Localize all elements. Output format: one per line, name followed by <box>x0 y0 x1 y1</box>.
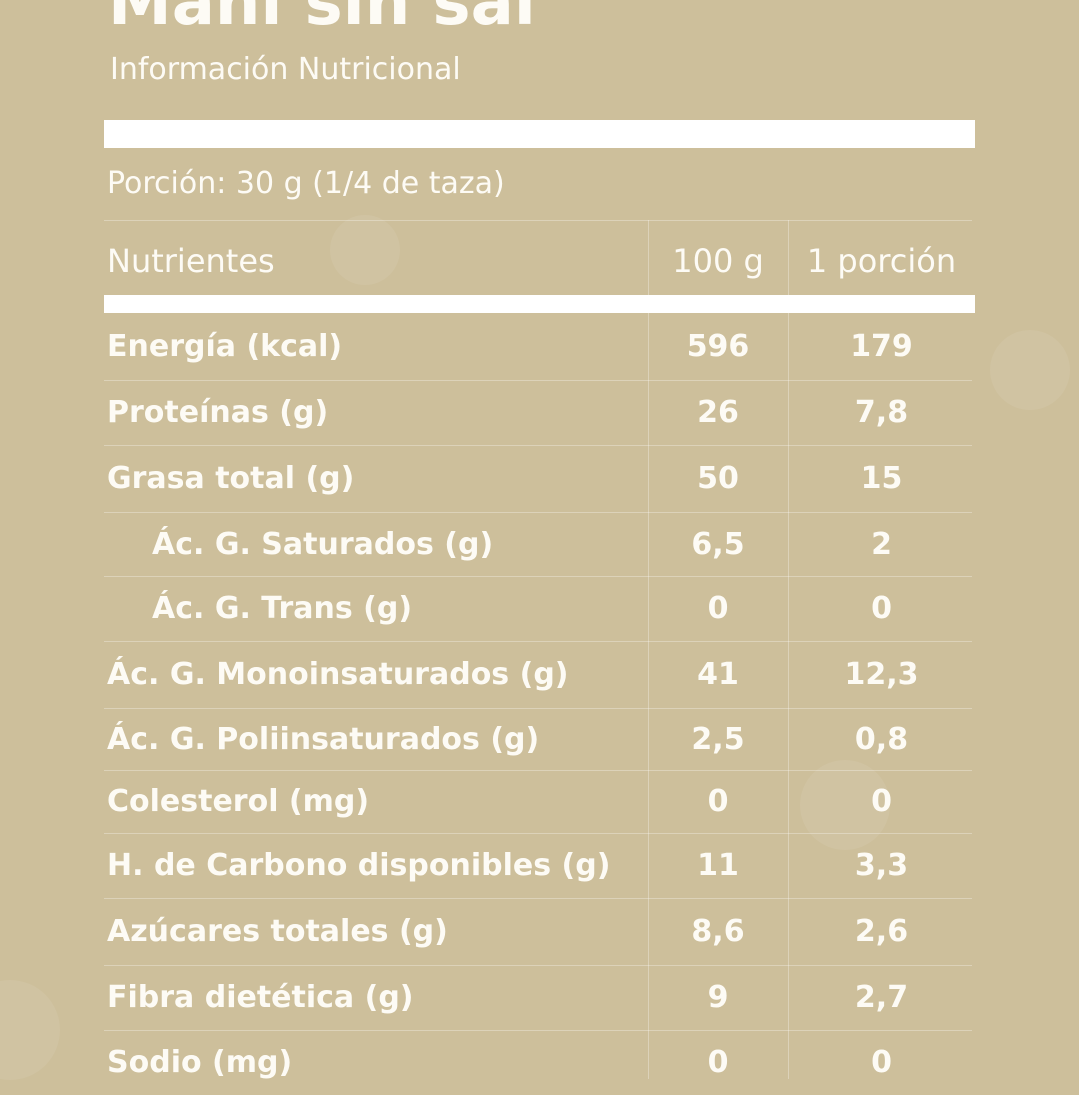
table-row: Colesterol (mg) 0 0 <box>104 770 975 833</box>
divider <box>104 770 972 771</box>
nutrient-name: Ác. G. Saturados (g) <box>152 526 494 562</box>
divider <box>104 445 972 446</box>
top-divider-bar <box>104 120 975 148</box>
portion-size: Porción: 30 g (1/4 de taza) <box>107 166 505 201</box>
nutrient-name: Grasa total (g) <box>107 461 355 496</box>
header-divider-bar <box>104 295 975 313</box>
table-row: Grasa total (g) 50 15 <box>104 445 975 512</box>
column-divider <box>648 220 649 1079</box>
value-per-portion: 0 <box>871 591 892 626</box>
value-per-100g: 596 <box>686 329 750 364</box>
nutrient-name: Proteínas (g) <box>107 395 329 430</box>
divider <box>104 512 972 513</box>
subtitle: Información Nutricional <box>110 52 461 87</box>
nutrient-name: Ác. G. Trans (g) <box>152 591 413 626</box>
table-row: Ác. G. Trans (g) 0 0 <box>104 576 975 641</box>
divider <box>104 220 972 221</box>
background-decoration <box>330 215 400 285</box>
nutrient-name: Ác. G. Poliinsaturados (g) <box>107 721 540 757</box>
value-per-portion: 15 <box>860 461 903 496</box>
divider <box>104 898 972 899</box>
column-divider <box>788 220 789 1079</box>
nutrient-name: Fibra dietética (g) <box>107 980 414 1015</box>
value-per-portion: 179 <box>850 329 913 364</box>
background-decoration <box>990 330 1070 410</box>
nutrient-name: Colesterol (mg) <box>107 784 370 819</box>
nutrient-name: Sodio (mg) <box>107 1045 293 1080</box>
table-row: Energía (kcal) 596 179 <box>104 313 975 380</box>
value-per-100g: 11 <box>697 848 739 883</box>
value-per-100g: 6,5 <box>691 526 745 562</box>
divider <box>104 708 972 709</box>
value-per-portion: 2,7 <box>854 980 909 1015</box>
table-row: Proteínas (g) 26 7,8 <box>104 380 975 445</box>
value-per-portion: 3,3 <box>854 848 909 883</box>
header-portion: 1 porción <box>806 242 957 280</box>
product-title: Maní sin sal <box>108 0 536 40</box>
nutrient-name: Azúcares totales (g) <box>107 914 448 949</box>
value-per-100g: 9 <box>707 980 729 1015</box>
nutrient-name: H. de Carbono disponibles (g) <box>107 848 611 883</box>
value-per-100g: 26 <box>697 395 739 430</box>
table-row: H. de Carbono disponibles (g) 11 3,3 <box>104 833 975 898</box>
background-decoration <box>800 760 890 850</box>
divider <box>104 641 972 642</box>
table-row: Ác. G. Saturados (g) 6,5 2 <box>104 512 975 576</box>
nutrient-name: Energía (kcal) <box>107 329 343 364</box>
divider <box>104 576 972 577</box>
background-decoration <box>0 980 60 1080</box>
table-row: Sodio (mg) 0 0 <box>104 1030 975 1095</box>
table-row: Ác. G. Monoinsaturados (g) 41 12,3 <box>104 641 975 708</box>
value-per-100g: 2,5 <box>691 721 745 757</box>
table-row: Ác. G. Poliinsaturados (g) 2,5 0,8 <box>104 708 975 770</box>
value-per-portion: 12,3 <box>844 657 919 692</box>
value-per-portion: 7,8 <box>854 395 909 430</box>
table-row: Fibra dietética (g) 9 2,7 <box>104 965 975 1030</box>
value-per-portion: 0,8 <box>854 721 909 757</box>
header-100g: 100 g <box>672 242 764 280</box>
value-per-100g: 0 <box>707 591 729 626</box>
value-per-portion: 2,6 <box>854 914 909 949</box>
value-per-100g: 0 <box>707 1045 729 1080</box>
table-header: Nutrientes 100 g 1 porción <box>104 228 975 294</box>
value-per-portion: 2 <box>871 526 892 562</box>
value-per-portion: 0 <box>871 784 892 819</box>
table-row: Azúcares totales (g) 8,6 2,6 <box>104 898 975 965</box>
nutrient-name: Ác. G. Monoinsaturados (g) <box>107 657 569 692</box>
divider <box>104 965 972 966</box>
divider <box>104 833 972 834</box>
divider <box>104 380 972 381</box>
divider <box>104 1030 972 1031</box>
value-per-100g: 8,6 <box>691 914 745 949</box>
value-per-100g: 50 <box>697 461 739 496</box>
header-nutrients: Nutrientes <box>107 242 275 280</box>
value-per-100g: 0 <box>707 784 729 819</box>
value-per-portion: 0 <box>871 1045 892 1080</box>
value-per-100g: 41 <box>697 657 739 692</box>
